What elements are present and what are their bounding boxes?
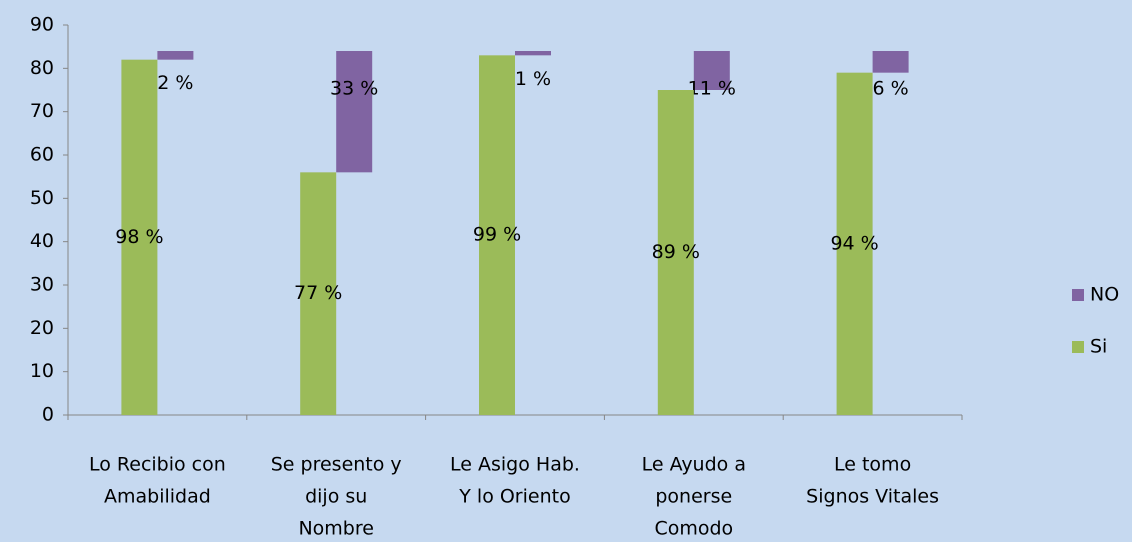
y-tick-label: 20 (30, 317, 54, 339)
data-label: 94 % (830, 232, 878, 254)
bar (872, 51, 909, 73)
bar (336, 51, 373, 173)
y-tick-label: 80 (30, 57, 54, 79)
x-tick-label: Signos Vitales (806, 486, 939, 508)
data-label: 77 % (294, 282, 342, 304)
x-tick-label: Le tomo (834, 454, 911, 476)
y-tick-label: 60 (30, 144, 54, 166)
y-tick-label: 90 (30, 14, 54, 36)
data-label: 11 % (688, 78, 736, 100)
data-label: 6 % (873, 78, 909, 100)
legend-label: NO (1090, 284, 1119, 306)
x-tick-label: Lo Recibio con (89, 454, 226, 476)
bar (157, 51, 194, 60)
data-label: 2 % (157, 72, 193, 94)
legend-label: Si (1090, 336, 1107, 358)
y-tick-label: 10 (30, 360, 54, 382)
x-tick-label: Le Ayudo a (642, 454, 746, 476)
bar (479, 55, 515, 415)
bar (300, 172, 337, 415)
x-tick-label: Se presento y (271, 454, 402, 476)
x-tick-label: dijo su (305, 486, 367, 508)
bar (657, 90, 694, 415)
x-tick-label: Nombre (298, 518, 374, 540)
y-tick-label: 40 (30, 230, 54, 252)
data-label: 1 % (515, 68, 551, 90)
y-tick-label: 70 (30, 100, 54, 122)
y-tick-label: 0 (42, 404, 54, 426)
legend-swatch (1072, 289, 1084, 301)
bar (515, 51, 551, 56)
data-label: 99 % (473, 224, 521, 246)
data-label: 98 % (115, 226, 163, 248)
x-tick-label: Amabilidad (104, 486, 211, 508)
legend-swatch (1072, 341, 1084, 353)
x-tick-label: ponerse (655, 486, 732, 508)
x-tick-label: Y lo Oriento (458, 486, 570, 508)
bar (121, 59, 158, 416)
y-tick-label: 50 (30, 187, 54, 209)
bar (836, 72, 873, 416)
y-tick-label: 30 (30, 274, 54, 296)
x-tick-label: Le Asigo Hab. (450, 454, 580, 476)
x-tick-label: Comodo (654, 518, 733, 540)
bar (693, 51, 730, 90)
data-label: 33 % (330, 78, 378, 100)
data-label: 89 % (652, 241, 700, 263)
